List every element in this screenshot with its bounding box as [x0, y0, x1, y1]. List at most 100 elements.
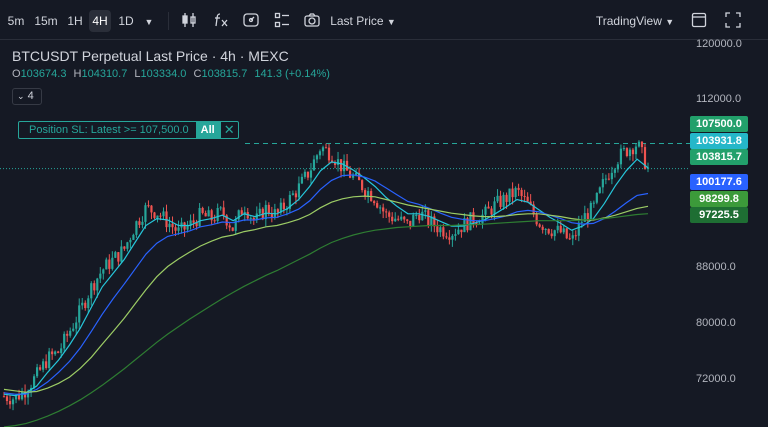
- price-chart-canvas[interactable]: [0, 41, 690, 427]
- toolbar-divider: [168, 12, 169, 30]
- price-label-ema-fast: 103931.8: [690, 133, 748, 149]
- candle-body: [210, 210, 213, 221]
- candle-body: [315, 155, 319, 160]
- price-type-label: Last Price: [330, 14, 384, 28]
- sl-all-button[interactable]: All: [195, 122, 220, 138]
- candle-body: [207, 210, 210, 217]
- price-tick: 88000.0: [696, 261, 736, 273]
- candle-body: [144, 205, 147, 222]
- candle-body: [198, 207, 201, 227]
- window-icon[interactable]: [690, 11, 708, 29]
- indicators-fx-icon[interactable]: [212, 11, 230, 29]
- change-value: 141.3 (+0.14%): [254, 68, 330, 80]
- candle-body: [418, 214, 421, 221]
- candle-body: [5, 396, 9, 402]
- candle-body: [291, 193, 294, 195]
- indicators-toggle[interactable]: ⌄ 4: [12, 88, 42, 105]
- interval-4h-button[interactable]: 4H: [89, 10, 111, 32]
- candle-body: [177, 227, 180, 231]
- close-value: 103815.7: [201, 68, 248, 80]
- candle-body: [60, 348, 63, 353]
- interval-1h-button[interactable]: 1H: [67, 14, 83, 28]
- candle-body: [508, 188, 511, 202]
- candle-body: [57, 351, 60, 353]
- candle-body: [361, 180, 364, 191]
- price-type-dropdown[interactable]: Last Price ▼: [330, 10, 396, 32]
- candle-body: [601, 179, 604, 188]
- ema-mid-line: [3, 174, 649, 395]
- candle-body: [424, 210, 427, 212]
- candle-body: [162, 211, 165, 217]
- position-sl-order[interactable]: Position SL: Latest >= 107,500.0 All ✕: [18, 121, 239, 139]
- ema-long-line: [3, 213, 649, 427]
- candle-body: [219, 207, 222, 209]
- close-icon[interactable]: ✕: [219, 122, 238, 138]
- candle-body: [586, 213, 589, 221]
- fullscreen-icon[interactable]: [724, 11, 742, 29]
- layout-grid-icon[interactable]: [273, 11, 291, 29]
- candle-body: [520, 189, 523, 197]
- candle-body: [637, 141, 641, 147]
- candle-body: [496, 195, 499, 202]
- price-tick: 80000.0: [696, 317, 736, 329]
- candlestick-icon[interactable]: [180, 11, 198, 29]
- candle-body: [195, 222, 198, 227]
- candle-body: [321, 147, 325, 152]
- candle-body: [189, 220, 192, 226]
- price-scale[interactable]: 120000.0 112000.0 88000.0 80000.0 72000.…: [690, 38, 768, 427]
- candle-body: [553, 230, 556, 237]
- candle-body: [339, 159, 343, 172]
- chevron-down-icon: ▼: [665, 17, 675, 27]
- candle-body: [436, 226, 439, 233]
- camera-icon[interactable]: [303, 11, 321, 29]
- more-intervals-chevron-icon[interactable]: ▼: [144, 17, 154, 27]
- candle-body: [255, 213, 258, 221]
- candle-body: [364, 190, 367, 197]
- candle-body: [505, 194, 508, 202]
- candle-body: [442, 227, 445, 237]
- interval-1d-button[interactable]: 1D: [118, 14, 134, 28]
- price-chart[interactable]: [0, 41, 690, 427]
- candle-body: [105, 259, 108, 270]
- candle-body: [385, 211, 388, 213]
- candle-body: [577, 222, 580, 236]
- candle-body: [225, 215, 228, 226]
- interval-15m-button[interactable]: 15m: [34, 14, 58, 28]
- candle-body: [42, 361, 45, 370]
- candle-body: [574, 235, 577, 237]
- candle-body: [231, 227, 234, 231]
- candle-body: [559, 225, 562, 233]
- candle-body: [556, 225, 559, 231]
- candle-body: [493, 201, 496, 215]
- candle-body: [562, 228, 565, 233]
- chevron-down-icon: ⌄: [17, 91, 25, 101]
- candle-body: [29, 387, 33, 393]
- candle-body: [126, 242, 129, 249]
- candle-body: [84, 302, 87, 309]
- candle-body: [481, 214, 484, 224]
- candle-body: [535, 214, 538, 225]
- candle-body: [592, 202, 595, 204]
- candle-body: [309, 170, 313, 178]
- chart-engine-dropdown[interactable]: TradingView ▼: [594, 10, 676, 32]
- chart-engine-label: TradingView: [595, 14, 662, 28]
- candle-body: [544, 228, 547, 230]
- candle-body: [595, 192, 598, 203]
- candle-body: [66, 333, 69, 336]
- price-label-ema-long: 97225.5: [690, 207, 748, 223]
- candle-body: [427, 210, 430, 226]
- interval-5m-button[interactable]: 5m: [7, 14, 25, 28]
- candle-body: [204, 212, 207, 217]
- candle-body: [120, 246, 123, 262]
- position-sl-label: Position SL: Latest >= 107,500.0: [29, 124, 189, 136]
- candle-body: [252, 217, 255, 221]
- candle-body: [373, 201, 376, 204]
- candle-body: [538, 224, 541, 227]
- candle-body: [258, 208, 261, 214]
- gauge-icon[interactable]: [242, 11, 260, 29]
- candle-body: [514, 187, 517, 198]
- candle-body: [613, 169, 616, 173]
- candle-body: [294, 193, 298, 198]
- candle-body: [237, 210, 240, 220]
- candle-body: [445, 236, 448, 238]
